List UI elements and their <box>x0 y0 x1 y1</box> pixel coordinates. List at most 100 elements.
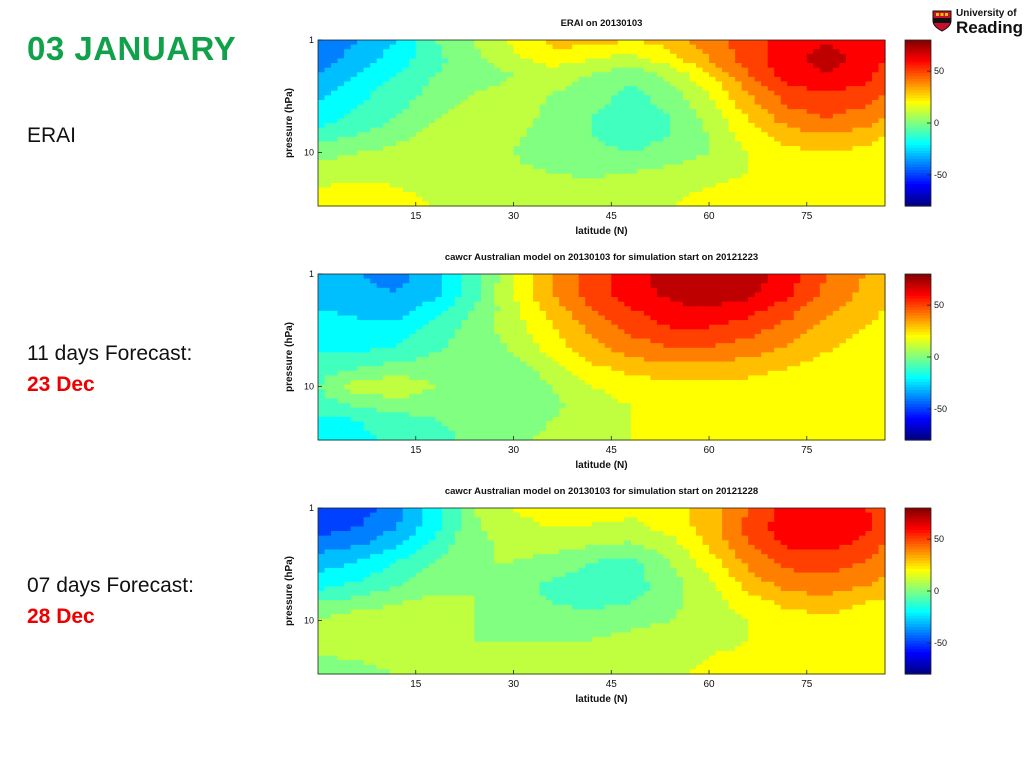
heatmap-cell <box>344 67 352 73</box>
heatmap-cell <box>754 315 762 321</box>
heatmap-cell <box>813 76 821 83</box>
heatmap <box>318 40 886 207</box>
heatmap-cell <box>578 315 586 321</box>
heatmap-cell <box>858 292 867 298</box>
heatmap-cell <box>800 118 808 124</box>
heatmap-cell <box>480 301 489 307</box>
heatmap-cell <box>559 347 567 353</box>
heatmap-cell <box>331 141 339 147</box>
heatmap-cell <box>493 192 502 198</box>
heatmap-cell <box>715 187 723 193</box>
heatmap-cell <box>604 44 612 50</box>
heatmap-cell <box>454 104 462 110</box>
heatmap-cell <box>676 347 684 353</box>
heatmap-cell <box>370 123 378 129</box>
heatmap-cell <box>331 366 339 372</box>
heatmap-cell <box>415 196 423 202</box>
heatmap-cell <box>604 53 612 60</box>
heatmap-cell <box>331 118 339 124</box>
heatmap-cell <box>428 333 436 340</box>
heatmap-cell <box>396 86 404 92</box>
heatmap-cell <box>624 81 632 87</box>
heatmap-cell <box>689 310 697 317</box>
heatmap-cell <box>735 287 743 294</box>
heatmap-cell <box>865 40 873 46</box>
heatmap-cell <box>383 338 391 344</box>
heatmap-cell <box>389 187 397 193</box>
heatmap-cell <box>852 72 860 78</box>
heatmap-cell <box>669 187 678 193</box>
heatmap-cell <box>559 178 567 184</box>
heatmap-cell <box>800 287 808 294</box>
heatmap-cell <box>650 164 658 170</box>
heatmap-cell <box>559 361 567 367</box>
heatmap-cell <box>735 44 743 50</box>
heatmap-cell <box>370 40 378 46</box>
heatmap-cell <box>500 187 508 193</box>
heatmap-cell <box>474 173 482 179</box>
heatmap-cell <box>337 109 345 115</box>
heatmap-cell <box>643 53 651 60</box>
heatmap-cell <box>559 67 567 73</box>
heatmap-cell <box>402 113 410 119</box>
heatmap-cell <box>754 90 762 96</box>
heatmap-cell <box>682 86 691 92</box>
heatmap-cell <box>637 40 645 46</box>
heatmap-cell <box>669 104 678 110</box>
heatmap-cell <box>611 155 619 161</box>
heatmap-cell <box>344 292 352 298</box>
heatmap-cell <box>409 338 417 344</box>
heatmap-cell <box>337 187 345 193</box>
heatmap-cell <box>389 63 397 69</box>
heatmap-cell <box>663 76 671 83</box>
heatmap-cell <box>702 76 710 83</box>
colorbar-segment <box>905 123 931 127</box>
heatmap-cell <box>428 201 436 207</box>
heatmap-cell <box>487 173 495 179</box>
heatmap-cell <box>813 278 821 284</box>
heatmap-cell <box>533 49 541 55</box>
heatmap-cell <box>709 357 717 363</box>
heatmap-cell <box>617 113 625 119</box>
heatmap-cell <box>650 173 658 179</box>
heatmap-cell <box>676 164 684 170</box>
heatmap-cell <box>396 324 404 330</box>
heatmap-cell <box>780 155 788 161</box>
heatmap-cell <box>650 155 658 161</box>
heatmap-cell <box>630 86 638 92</box>
heatmap-cell <box>552 310 560 317</box>
heatmap-cell <box>715 173 723 179</box>
heatmap-cell <box>539 95 547 101</box>
heatmap-cell <box>663 72 671 78</box>
heatmap-cell <box>337 192 345 198</box>
heatmap-cell <box>415 297 423 303</box>
colorbar-segment <box>905 40 931 44</box>
heatmap-cell <box>858 104 867 110</box>
heatmap-cell <box>787 182 795 189</box>
heatmap-cell <box>624 164 632 170</box>
heatmap-cell <box>474 352 482 358</box>
heatmap-cell <box>318 99 326 106</box>
heatmap-cell <box>813 141 821 147</box>
heatmap-cell <box>363 292 371 298</box>
heatmap-cell <box>617 352 625 358</box>
heatmap-cell <box>774 49 782 55</box>
heatmap-cell <box>715 81 723 87</box>
heatmap-cell <box>487 76 495 83</box>
heatmap-cell <box>676 155 684 161</box>
colorbar-segment <box>905 128 931 132</box>
heatmap-cell <box>363 81 371 87</box>
heatmap-cell <box>402 283 410 289</box>
heatmap-cell <box>617 86 625 92</box>
colorbar-segment <box>905 81 931 85</box>
heatmap-cell <box>500 104 508 110</box>
heatmap-cell <box>344 118 352 124</box>
heatmap-cell <box>780 113 788 119</box>
heatmap-cell <box>813 118 821 124</box>
heatmap-cell <box>839 343 847 349</box>
heatmap-cell <box>350 164 358 170</box>
heatmap-cell <box>331 40 339 46</box>
heatmap-cell <box>357 320 365 326</box>
heatmap-cell <box>604 201 612 207</box>
colorbar-segment <box>905 48 931 52</box>
